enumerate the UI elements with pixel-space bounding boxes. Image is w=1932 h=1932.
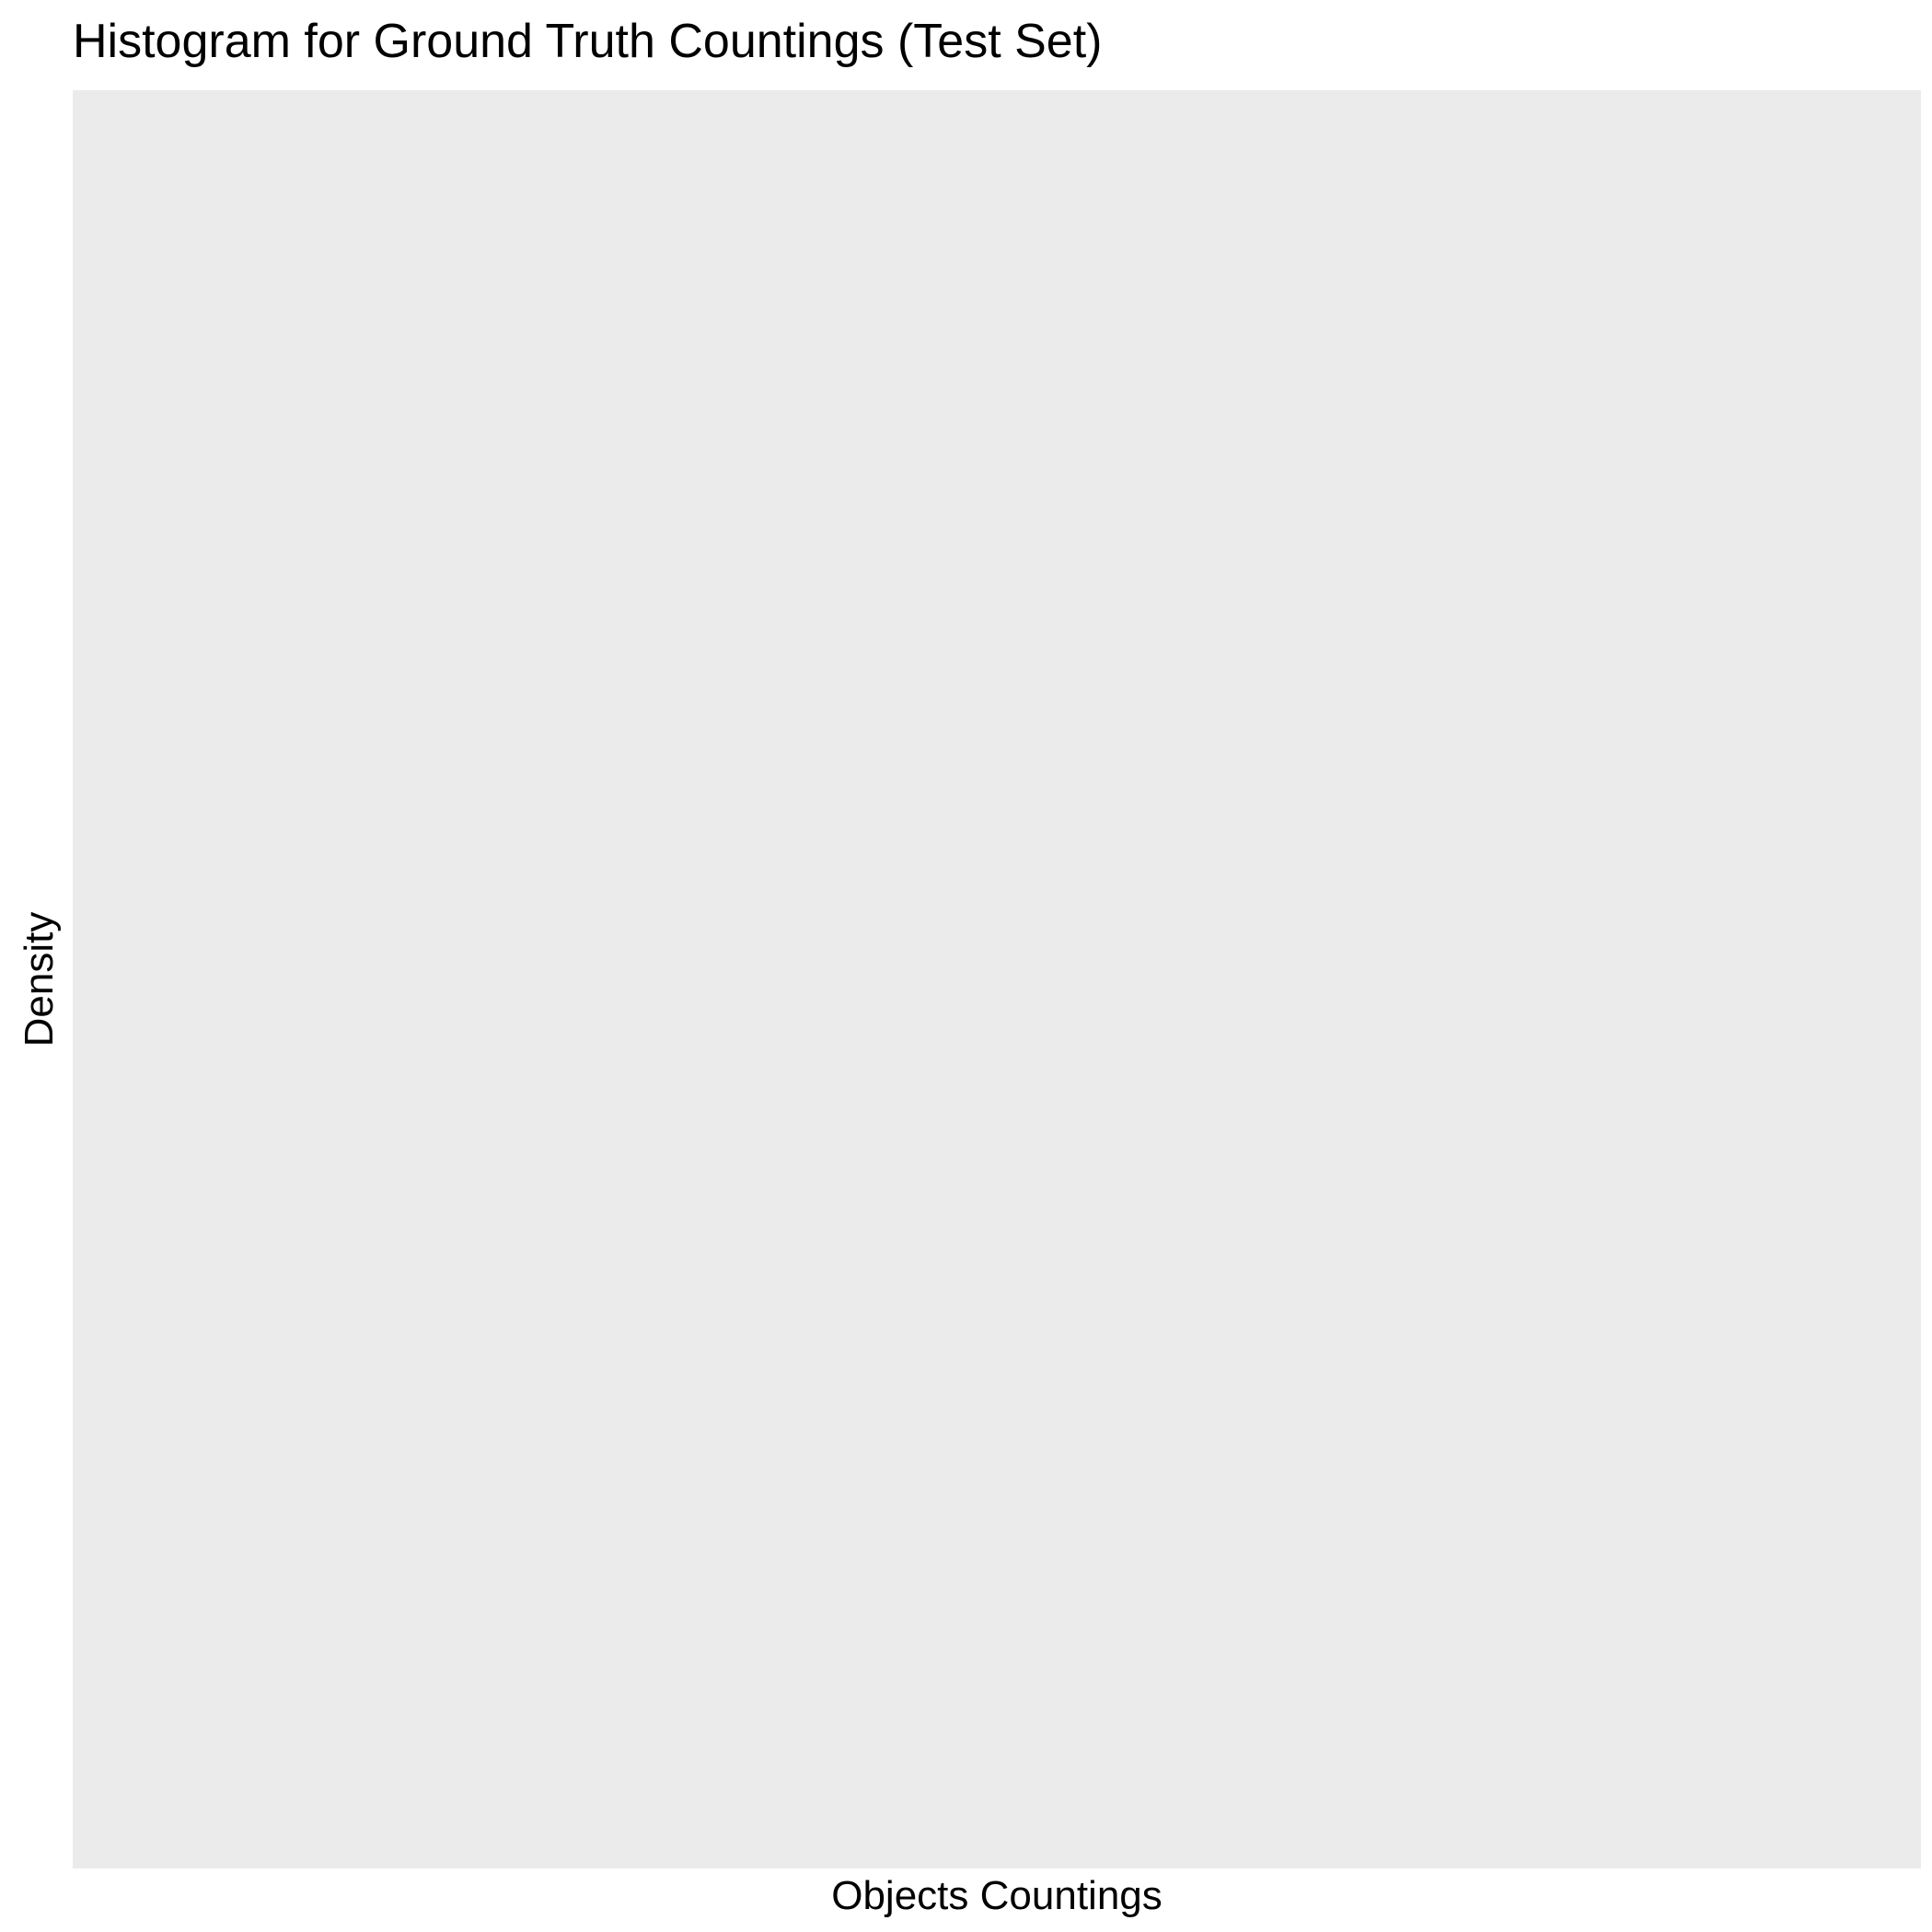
- x-axis-label: Objects Countings: [831, 1873, 1163, 1918]
- plot-panel: [73, 90, 1921, 1868]
- chart-title: Histogram for Ground Truth Countings (Te…: [73, 15, 1103, 68]
- plot-background: [73, 90, 1921, 1868]
- y-axis-label: Density: [17, 911, 62, 1047]
